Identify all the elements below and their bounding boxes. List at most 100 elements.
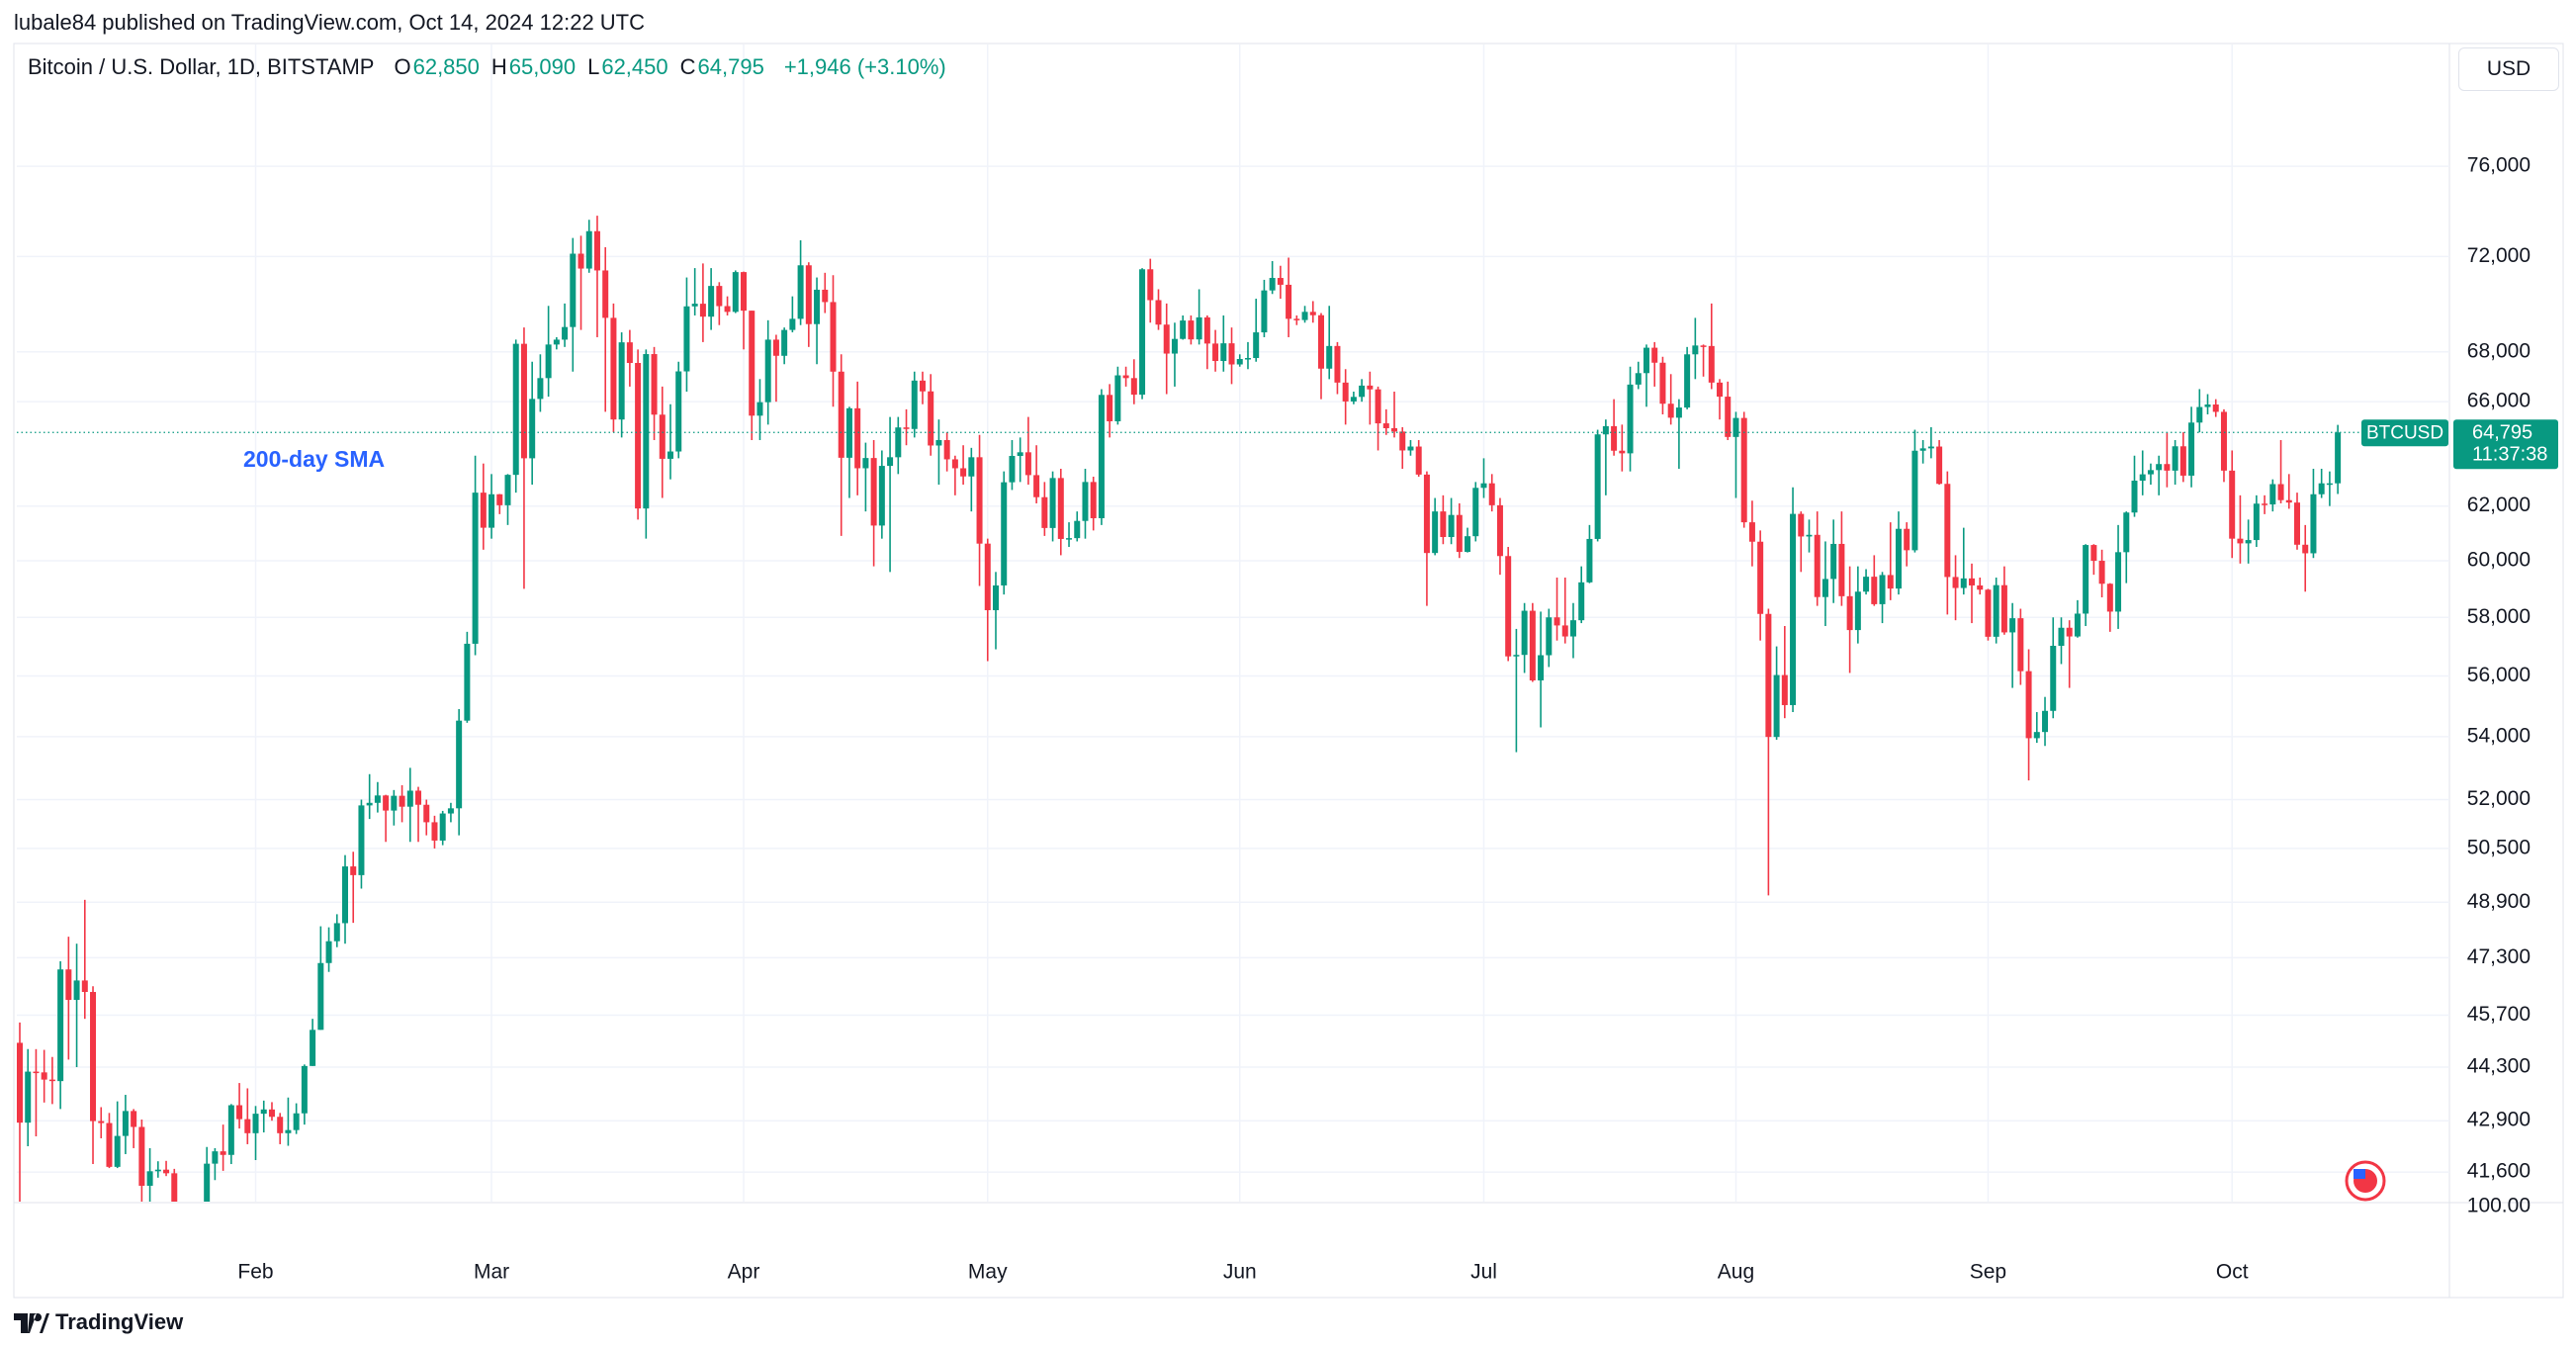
published-header: lubale84 published on TradingView.com, O… xyxy=(14,10,645,35)
candle-body xyxy=(1017,452,1023,457)
candle-body xyxy=(1212,343,1219,362)
candle-body xyxy=(1309,312,1316,315)
candle-body xyxy=(1732,417,1739,437)
candle-body xyxy=(260,1109,267,1115)
candle-body xyxy=(1529,610,1536,680)
candle-body xyxy=(399,795,405,807)
candle-body xyxy=(545,344,552,379)
candle-body xyxy=(1521,610,1528,656)
y-tick-label: 48,900 xyxy=(2467,890,2531,913)
candle-body xyxy=(1163,324,1170,354)
candle-body xyxy=(1041,496,1048,528)
candle-body xyxy=(1838,543,1845,596)
candle-body xyxy=(1985,589,1992,637)
candle-body xyxy=(277,1117,284,1133)
candle-body xyxy=(1090,482,1097,518)
ohlc-field: L 62,450 xyxy=(587,54,668,80)
candle-body xyxy=(2139,474,2146,482)
ohlc-value: 62,450 xyxy=(601,54,668,79)
candle-body xyxy=(1667,404,1674,418)
candle-body xyxy=(1399,431,1406,451)
candle-body xyxy=(2025,671,2032,739)
candle-body xyxy=(1326,345,1333,369)
brand-logo xyxy=(14,1313,49,1333)
ohlc-key: O xyxy=(394,54,411,79)
candle-body xyxy=(1465,536,1471,553)
candle-body xyxy=(1139,269,1146,396)
candle-body xyxy=(1009,456,1016,483)
candle-body xyxy=(1952,577,1959,588)
candle-body xyxy=(2156,464,2163,471)
candle-body xyxy=(2318,483,2325,494)
currency-button[interactable]: USD xyxy=(2458,47,2559,91)
y-tick-label: 42,900 xyxy=(2467,1109,2531,1131)
y-tick-label: 62,000 xyxy=(2467,494,2531,516)
candle-body xyxy=(1513,655,1520,657)
candle-body xyxy=(749,311,755,416)
candle-body xyxy=(431,822,438,841)
candle-body xyxy=(114,1135,121,1167)
candle-body xyxy=(146,1171,153,1186)
candle-body xyxy=(2066,627,2073,637)
candle-body xyxy=(585,230,592,269)
candle-body xyxy=(1944,484,1951,578)
candle-body xyxy=(447,808,454,814)
candle-body xyxy=(33,1071,40,1074)
candle-body xyxy=(772,339,779,356)
candle-body xyxy=(1415,446,1422,475)
candle-body xyxy=(724,306,731,313)
candle-body xyxy=(1253,332,1260,359)
candle-body xyxy=(227,1105,234,1155)
candle-body xyxy=(1375,389,1381,424)
candle-body xyxy=(188,1234,194,1244)
candle-body xyxy=(2204,404,2211,407)
candle-body xyxy=(2262,503,2268,505)
candle-body xyxy=(2009,618,2016,633)
ohlc-key: L xyxy=(587,54,600,79)
candle-body xyxy=(903,427,910,429)
candle-body xyxy=(878,466,885,526)
price-badge xyxy=(2453,419,2558,470)
candle-body xyxy=(2115,552,2122,612)
candle-body xyxy=(1488,483,1495,505)
candle-body xyxy=(1561,625,1568,637)
symbol-name: Bitcoin / U.S. Dollar, 1D, BITSTAMP xyxy=(28,54,375,79)
overlay: 76,000 72,000 68,000 66,000 62,000 60,000 58,0… xyxy=(17,154,2558,1284)
candle-body xyxy=(1057,478,1064,539)
candle-body xyxy=(1203,316,1210,344)
candle-body xyxy=(2294,502,2300,545)
candle-body xyxy=(1277,278,1284,285)
candle-body xyxy=(1969,578,1975,585)
candle-body xyxy=(310,1030,316,1066)
candle-body xyxy=(935,439,942,446)
candle-body xyxy=(456,720,463,809)
candle-body xyxy=(383,795,390,811)
candle-body xyxy=(562,326,569,340)
candle-body xyxy=(317,962,324,1031)
candle-body xyxy=(122,1111,129,1136)
sma-annotation: 200-day SMA xyxy=(243,446,385,472)
candle-body xyxy=(1960,578,1967,588)
candle-body xyxy=(1114,375,1121,421)
price-badge-value: 64,795 xyxy=(2472,422,2532,444)
candle-body xyxy=(1318,314,1324,369)
candle-body xyxy=(756,402,763,416)
y-tick-label: 50,500 xyxy=(2467,836,2531,858)
candle-body xyxy=(659,414,666,459)
candle-body xyxy=(65,969,72,1001)
candle-body xyxy=(1554,617,1560,626)
candle-body xyxy=(602,270,609,318)
candle-body xyxy=(895,427,902,458)
candle-body xyxy=(1066,538,1073,540)
candle-body xyxy=(1496,504,1503,557)
candle-body xyxy=(1863,577,1870,592)
candle-body xyxy=(342,866,348,924)
candle-body xyxy=(553,339,560,345)
candle-body xyxy=(928,391,934,446)
candle-body xyxy=(1611,425,1618,451)
ohlc-key: C xyxy=(679,54,696,79)
candle-body xyxy=(41,1072,47,1080)
candle-body xyxy=(667,451,673,459)
candle-body xyxy=(1643,347,1649,374)
